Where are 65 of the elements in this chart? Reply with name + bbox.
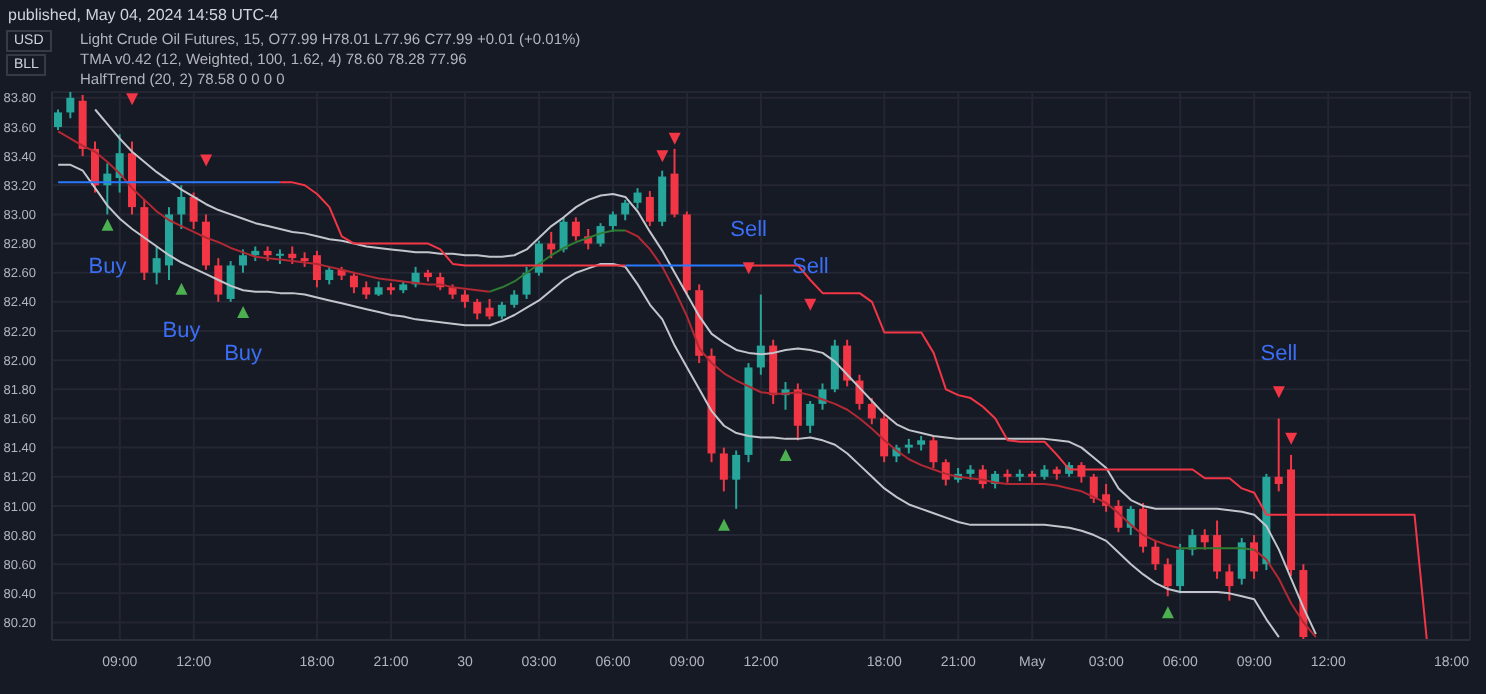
data-label: Buy [88, 254, 128, 279]
candlestick [485, 297, 494, 321]
candlestick [54, 108, 62, 131]
candlestick [621, 198, 630, 222]
candlestick [66, 92, 75, 120]
candlestick [1225, 563, 1234, 602]
point [237, 306, 250, 319]
candlestick [559, 216, 568, 254]
data-label: Sell [791, 254, 829, 279]
data-label: Buy [162, 318, 202, 343]
candlestick [1213, 519, 1222, 580]
candlestick [1250, 534, 1259, 580]
candlestick [608, 210, 617, 233]
candlestick [1200, 528, 1209, 551]
candlestick [1163, 557, 1172, 598]
candlestick [473, 297, 482, 321]
candlestick [806, 399, 815, 435]
candlestick [843, 338, 852, 388]
point [1161, 606, 1174, 619]
candlestick [732, 449, 741, 510]
candlestick [152, 245, 161, 286]
candlestick [830, 338, 839, 394]
candlestick [1139, 502, 1148, 554]
candlestick [177, 184, 186, 230]
point [1272, 386, 1285, 399]
point [1285, 432, 1298, 445]
point [718, 518, 731, 531]
candlestick [1237, 536, 1246, 586]
candlestick [349, 271, 358, 295]
text: published, May 04, 2024 14:58 UTC-4 [8, 6, 279, 24]
point [126, 93, 139, 106]
point [656, 150, 669, 163]
candlestick [941, 458, 950, 487]
data-label: Buy [224, 342, 264, 367]
candlestick [238, 248, 247, 274]
point [101, 218, 114, 231]
point [200, 154, 213, 167]
point [668, 132, 681, 145]
candlestick [633, 187, 642, 210]
candlestick [312, 249, 321, 289]
candlestick [880, 411, 889, 464]
candlestick [1274, 417, 1283, 493]
candlestick [793, 382, 802, 442]
candlestick [670, 147, 679, 219]
candlestick [571, 216, 580, 242]
candlestick [214, 257, 223, 303]
point [742, 262, 755, 275]
candlestick [719, 446, 728, 493]
candlestick [201, 213, 210, 271]
candlestick [189, 191, 198, 230]
candlestick [867, 397, 876, 426]
candlestick [1151, 539, 1160, 572]
point [804, 298, 817, 311]
candlestick [645, 190, 654, 228]
point [779, 448, 792, 461]
candlestick [522, 265, 531, 300]
candlestick [1089, 472, 1098, 504]
candlestick [1176, 542, 1185, 595]
candlestick [929, 434, 938, 470]
data-label: Sell [730, 218, 768, 243]
candlestick [226, 260, 235, 303]
data-label: Sell [1260, 342, 1298, 367]
point [175, 282, 188, 295]
candlestick [658, 169, 667, 228]
candlestick [1114, 499, 1123, 534]
